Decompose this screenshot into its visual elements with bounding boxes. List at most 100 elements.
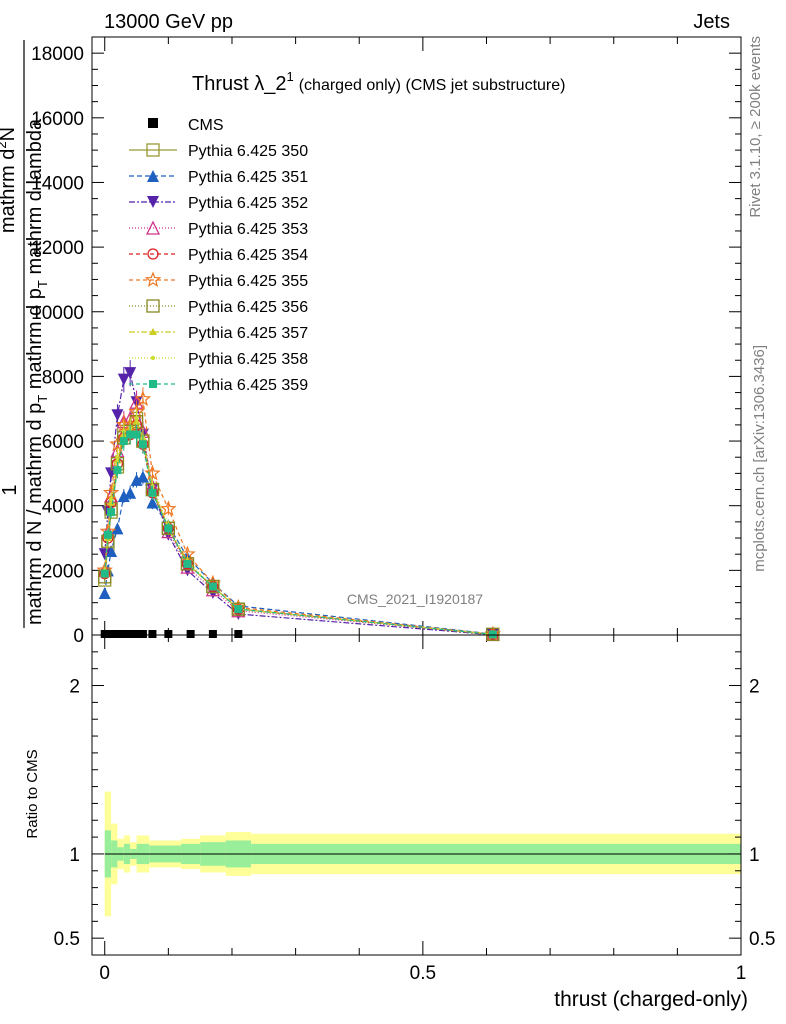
series-point-1 (111, 522, 124, 535)
xtick-label-1: 0.5 (410, 963, 436, 984)
legend-marker-10 (149, 380, 157, 388)
cms-point (113, 630, 122, 638)
main-ytick-label-5: 10000 (31, 303, 84, 324)
series-point-9 (103, 530, 112, 539)
cms-point (148, 630, 157, 638)
cms-point (126, 630, 135, 638)
header-jets-label: Jets (693, 11, 730, 33)
main-ytick-label-1: 2000 (42, 561, 84, 582)
cms-point (234, 630, 243, 638)
series-point-5 (160, 500, 177, 516)
legend-marker-7 (146, 299, 160, 313)
series-point-9 (107, 508, 116, 517)
main-ytick-label-7: 14000 (31, 173, 84, 194)
series-point-6 (206, 579, 220, 594)
chart-title-suffix: (charged only) (CMS jet substructure) (299, 77, 566, 94)
legend-marker-9 (150, 355, 156, 361)
legend: CMS Pythia 6.425 350 Pythia 6.425 351 Pythi… (129, 117, 308, 394)
chart-title: Thrust λ_21 (charged only) (CMS jet subst… (192, 69, 565, 95)
cms-point (164, 630, 173, 638)
series-point-8 (108, 497, 114, 502)
series-point-9 (488, 630, 497, 639)
legend-marker-1 (146, 143, 160, 157)
ylabel-denominator-main: mathrm d N / mathrm d p (24, 403, 46, 625)
ratio-ylabel: Ratio to CMS (24, 749, 41, 838)
ratio-ytick-label-2: 2 (69, 677, 80, 698)
analysis-watermark: CMS_2021_I1920187 (347, 591, 483, 607)
series-point-5 (144, 464, 161, 481)
series-point-9 (208, 582, 217, 591)
xtick-label-2: 1 (736, 963, 747, 984)
series-point-2 (124, 367, 137, 380)
ratio-ytick-label-right-1: 1 (749, 845, 760, 866)
series-line-9 (104, 434, 493, 635)
series-point-9 (138, 440, 147, 449)
main-ytick-label-0: 0 (73, 626, 84, 647)
legend-label-9: Pythia 6.425 358 (188, 351, 308, 368)
rivet-label: Rivet 3.1.10, ≥ 200k events (747, 36, 764, 218)
legend-label-6: Pythia 6.425 355 (188, 273, 308, 290)
series-point-9 (132, 430, 141, 439)
series-point-4 (487, 628, 499, 641)
legend-marker-6 (144, 271, 162, 288)
legend-label-0: CMS (188, 117, 224, 134)
series-line-5 (104, 396, 493, 635)
series-point-9 (113, 466, 122, 475)
main-ytick-label-4: 8000 (42, 367, 84, 388)
legend-marker-3 (147, 196, 159, 208)
series-point-5 (134, 390, 152, 407)
legend-marker-cms (148, 118, 158, 128)
series-point-9 (148, 488, 157, 497)
cms-point (107, 630, 116, 638)
series-point-1 (105, 544, 118, 557)
ratio-ytick-label-right-2: 2 (749, 677, 760, 698)
legend-marker-2 (147, 170, 159, 182)
legend-marker-4 (145, 220, 161, 235)
legend-label-8: Pythia 6.425 357 (188, 325, 308, 342)
ratio-plot: 0.5 0.51 12 20 0.5 1 (54, 634, 775, 984)
series-point-9 (126, 430, 135, 439)
main-ytick-label-6: 12000 (31, 238, 84, 259)
legend-label-1: Pythia 6.425 350 (188, 143, 308, 160)
series-point-8 (115, 455, 120, 460)
xlabel: thrust (charged-only) (554, 988, 748, 1011)
cms-point (138, 630, 147, 638)
legend-label-2: Pythia 6.425 351 (188, 169, 308, 186)
series-point-1 (117, 490, 130, 503)
ratio-frame (91, 634, 742, 956)
main-plot: 0 2000 4000 6000 8000 10000 12000 14000 16000 180… (31, 36, 742, 955)
ylabel-one: 1 (0, 484, 21, 495)
main-ylabel: 1 mathrm d2N mathrm d N / mathrm d pT ma… (0, 40, 50, 628)
ratio-ytick-label-0: 0.5 (54, 929, 80, 950)
cms-point (100, 630, 109, 638)
ratio-ytick-label-1: 1 (69, 845, 80, 866)
series-point-9 (100, 569, 109, 578)
series-point-9 (119, 437, 128, 446)
legend-marker-8 (149, 328, 157, 335)
series-line-1 (104, 475, 493, 635)
chart-title-main: Thrust λ_2 (192, 73, 286, 95)
cms-point (208, 630, 217, 638)
main-ytick-label-9: 18000 (31, 44, 84, 65)
ylabel-denominator2-sub: T (35, 280, 50, 288)
series-point-9 (183, 559, 192, 568)
ylabel-denominator: mathrm d N / mathrm d pT mathrm d pT mat… (24, 118, 50, 625)
chart-title-sup: 1 (286, 69, 293, 84)
ylabel-denominator-sub: T (35, 395, 50, 403)
series-point-2 (117, 373, 130, 386)
cms-point (119, 630, 128, 638)
legend-marker-5 (147, 248, 159, 260)
series-point-1 (130, 473, 143, 486)
main-ytick-label-3: 6000 (42, 432, 84, 453)
legend-label-10: Pythia 6.425 359 (188, 377, 308, 394)
series-point-2 (111, 409, 124, 422)
series-point-1 (98, 586, 111, 599)
legend-label-7: Pythia 6.425 356 (188, 299, 308, 316)
ylabel-numerator-right: N (0, 127, 19, 141)
ylabel-numerator-sup: 2 (0, 141, 9, 148)
ylabel-numerator: mathrm d2N (0, 127, 19, 233)
ylabel-numerator-left: mathrm d (0, 149, 19, 233)
cms-point (186, 630, 195, 638)
series-point-2 (98, 548, 111, 561)
